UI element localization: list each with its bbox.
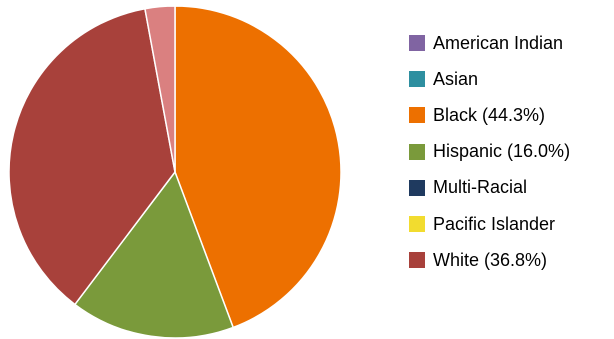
legend-label: White (36.8%) [433, 249, 548, 270]
legend-swatch [409, 35, 425, 52]
pie-slice-hispanic [74, 171, 234, 339]
pie-slice-white [8, 8, 176, 306]
legend-label: Hispanic (16.0%) [433, 141, 571, 162]
legend-swatch [409, 179, 425, 196]
pie-slice-other-3 [144, 5, 176, 173]
legend-label: Multi-Racial [433, 177, 528, 198]
legend-item: Pacific Islander [409, 206, 570, 242]
legend-label: Asian [433, 68, 479, 89]
legend-item: White (36.8%) [409, 242, 570, 278]
legend-swatch [409, 107, 425, 124]
legend: American Indian Asian Black (44.3%) Hispani… [409, 25, 570, 278]
legend-swatch [409, 71, 425, 88]
legend-label: Pacific Islander [433, 213, 556, 234]
legend-swatch [409, 252, 425, 269]
legend-item: Hispanic (16.0%) [409, 134, 570, 170]
pie-plot [8, 5, 342, 339]
legend-item: American Indian [409, 25, 570, 61]
legend-item: Black (44.3%) [409, 97, 570, 133]
pie-slice-black [174, 5, 342, 329]
legend-swatch [409, 143, 425, 160]
legend-item: Asian [409, 61, 570, 97]
legend-item: Multi-Racial [409, 170, 570, 206]
legend-label: American Indian [433, 32, 564, 53]
legend-swatch [409, 216, 425, 233]
legend-label: Black (44.3%) [433, 104, 546, 125]
